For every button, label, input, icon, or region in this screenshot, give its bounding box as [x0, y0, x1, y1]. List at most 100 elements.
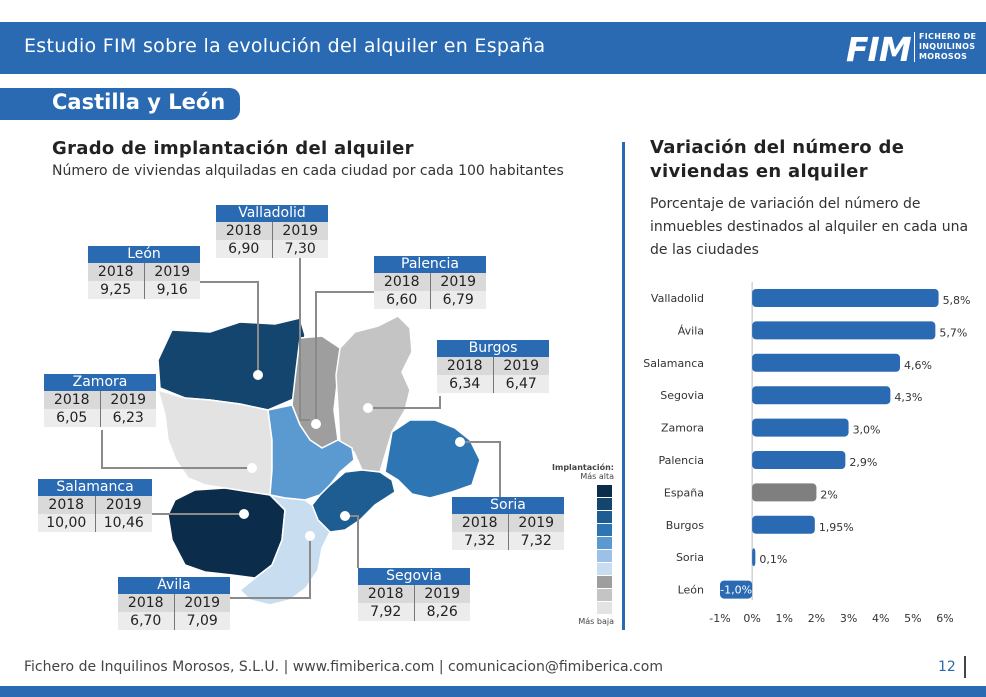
- legend-swatch: [597, 563, 612, 575]
- city-box-valladolid: Valladolid 2018 2019 6,90 7,30: [216, 205, 328, 258]
- year-row: 2018 2019: [118, 594, 230, 612]
- value-label: 4,6%: [904, 359, 932, 372]
- category-label: Ávila: [678, 324, 704, 337]
- map-dot-salamanca: [239, 509, 249, 519]
- x-tick-label: 5%: [904, 612, 921, 625]
- category-label: León: [678, 584, 704, 597]
- legend-swatch: [597, 602, 612, 614]
- city-box-ávila: Ávila 2018 2019 6,70 7,09: [118, 577, 230, 630]
- region-banner: [0, 88, 240, 120]
- leader-palencia: [315, 291, 374, 424]
- year-row: 2018 2019: [437, 357, 549, 375]
- x-tick-label: -1%: [709, 612, 730, 625]
- city-box-segovia: Segovia 2018 2019 7,92 8,26: [358, 568, 470, 621]
- city-name: Zamora: [44, 374, 156, 391]
- category-label: Valladolid: [651, 292, 704, 305]
- leader-soria: [460, 441, 501, 500]
- category-label: Soria: [676, 551, 704, 564]
- value-label: 2%: [820, 488, 837, 501]
- map-province-burgos: [335, 315, 413, 473]
- value-row: 7,92 8,26: [358, 603, 470, 621]
- value-label: 5,7%: [939, 326, 967, 339]
- bar-soria: [752, 548, 756, 567]
- map-dot-leon: [253, 370, 263, 380]
- leader-valladolid: [299, 258, 310, 421]
- year-row: 2018 2019: [44, 391, 156, 409]
- fim-logo: FIM: [846, 30, 912, 69]
- value-row: 6,60 6,79: [374, 291, 486, 309]
- map-dot-soria: [455, 437, 465, 447]
- city-box-soria: Soria 2018 2019 7,32 7,32: [452, 497, 564, 550]
- value-label: 1,95%: [819, 521, 854, 534]
- fim-logo-subtitle: FICHERO DE INQUILINOS MOROSOS: [914, 32, 976, 62]
- category-label: Segovia: [660, 389, 704, 402]
- map-province-avila: [238, 493, 331, 606]
- city-name: Valladolid: [216, 205, 328, 222]
- category-label: Burgos: [666, 519, 705, 532]
- bar-burgos: [752, 515, 815, 534]
- bar-españa: [752, 483, 817, 502]
- value-label: 4,3%: [894, 391, 922, 404]
- category-label: Salamanca: [643, 357, 704, 370]
- leader-leon: [200, 281, 259, 375]
- leader-avila: [230, 536, 311, 599]
- year-row: 2018 2019: [358, 585, 470, 603]
- value-row: 7,32 7,32: [452, 532, 564, 550]
- category-label: Zamora: [661, 422, 704, 435]
- value-row: 6,34 6,47: [437, 375, 549, 393]
- header-bar: Estudio FIM sobre la evolución del alqui…: [0, 22, 986, 74]
- page-number-separator: [964, 656, 966, 678]
- x-tick-label: 3%: [840, 612, 857, 625]
- bar-león: [720, 580, 753, 599]
- leader-burgos: [368, 396, 441, 409]
- value-label: 5,8%: [943, 294, 971, 307]
- page-number: 12: [938, 659, 956, 675]
- legend-swatch: [597, 485, 612, 497]
- city-name: Burgos: [437, 340, 549, 357]
- bar-valladolid: [752, 289, 939, 307]
- legend-swatch: [597, 537, 612, 549]
- x-tick-label: 6%: [936, 612, 953, 625]
- region-title: Castilla y León: [52, 90, 226, 114]
- value-row: 10,00 10,46: [38, 514, 152, 532]
- legend-swatch: [597, 550, 612, 562]
- left-section-title: Grado de implantación del alquiler: [52, 138, 414, 159]
- city-name: León: [88, 246, 200, 263]
- city-box-palencia: Palencia 2018 2019 6,60 6,79: [374, 256, 486, 309]
- bottom-bar: [0, 686, 986, 697]
- legend-swatch: [597, 511, 612, 523]
- bar-zamora: [752, 418, 849, 437]
- year-row: 2018 2019: [88, 263, 200, 281]
- bar-salamanca: [752, 353, 900, 372]
- value-label: 0,1%: [759, 553, 787, 566]
- report-title: Estudio FIM sobre la evolución del alqui…: [24, 35, 546, 57]
- legend-low-label: Más baja: [578, 617, 614, 626]
- map-dot-zamora: [247, 463, 257, 473]
- city-name: Soria: [452, 497, 564, 514]
- value-label: 2,9%: [849, 456, 877, 469]
- x-tick-label: 1%: [776, 612, 793, 625]
- city-box-burgos: Burgos 2018 2019 6,34 6,47: [437, 340, 549, 393]
- section-divider: [622, 142, 625, 630]
- legend-swatch: [597, 589, 612, 601]
- right-section-subtitle: Porcentaje de variación del número de in…: [650, 196, 969, 258]
- value-row: 6,90 7,30: [216, 240, 328, 258]
- year-row: 2018 2019: [216, 222, 328, 240]
- legend-swatch: [597, 524, 612, 536]
- city-box-salamanca: Salamanca 2018 2019 10,00 10,46: [38, 479, 152, 532]
- year-row: 2018 2019: [38, 496, 152, 514]
- legend-swatch: [597, 576, 612, 588]
- map-dot-valladolid: [311, 419, 321, 429]
- right-section-title: Variación del número de viviendas en alq…: [650, 137, 905, 182]
- value-label: 3,0%: [853, 424, 881, 437]
- map-dot-segovia: [340, 511, 350, 521]
- year-row: 2018 2019: [374, 273, 486, 291]
- x-tick-label: 2%: [808, 612, 825, 625]
- leader-zamora: [101, 430, 252, 469]
- value-row: 6,05 6,23: [44, 409, 156, 427]
- x-tick-label: 0%: [743, 612, 760, 625]
- city-box-zamora: Zamora 2018 2019 6,05 6,23: [44, 374, 156, 427]
- year-row: 2018 2019: [452, 514, 564, 532]
